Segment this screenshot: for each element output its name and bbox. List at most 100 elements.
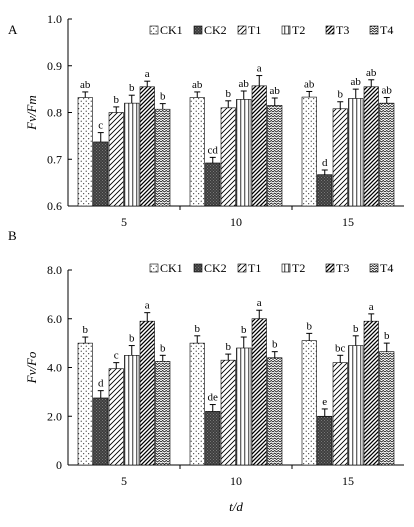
legend-swatch-t2 — [281, 263, 291, 273]
significance-letter: b — [272, 339, 278, 351]
bar-t3 — [139, 320, 155, 466]
legend-swatch-ck2 — [193, 263, 203, 273]
legend-swatch-ck1 — [149, 25, 159, 35]
significance-letter: ab — [270, 85, 281, 97]
panel-a: A0.60.70.80.91.0Fv/Fm5abcbbab10abcdbabaa… — [8, 12, 404, 229]
bar-t1 — [332, 108, 348, 207]
bar-t4 — [267, 357, 283, 466]
bar-ck2 — [205, 411, 221, 466]
bar-t1 — [108, 368, 124, 466]
bar-t2 — [348, 345, 364, 466]
bar-t4 — [379, 102, 395, 207]
legend-label-t4: T4 — [380, 23, 393, 37]
legend-label-ck1: CK1 — [160, 23, 183, 37]
x-tick-label: 5 — [121, 215, 127, 229]
significance-letter: a — [257, 63, 262, 75]
bar-ck2 — [93, 141, 109, 207]
significance-letter: ab — [192, 79, 203, 91]
legend-label-t3: T3 — [336, 261, 349, 275]
legend-label-t2: T2 — [292, 23, 305, 37]
significance-letter: de — [208, 392, 219, 404]
significance-letter: a — [257, 297, 262, 309]
bar-t2 — [124, 355, 140, 466]
panel-b: B02.04.06.08.0Fv/Fo5bdcbab10bdebbab15beb… — [8, 228, 404, 514]
legend-swatch-t3 — [325, 25, 335, 35]
y-axis-title: Fv/Fo — [24, 351, 39, 384]
significance-letter: e — [322, 396, 327, 408]
bar-t2 — [236, 99, 252, 207]
significance-letter: c — [98, 120, 103, 132]
bar-ck2 — [93, 397, 109, 466]
bar-t4 — [155, 108, 171, 207]
bar-t2 — [236, 347, 252, 466]
significance-letter: ab — [382, 85, 393, 97]
bar-t1 — [220, 359, 236, 466]
y-axis-title: Fv/Fm — [24, 95, 39, 131]
x-tick-label: 10 — [230, 474, 242, 488]
bar-t1 — [220, 107, 236, 207]
legend-label-t1: T1 — [248, 261, 261, 275]
legend-label-t3: T3 — [336, 23, 349, 37]
panel-label: B — [8, 228, 17, 243]
significance-letter: ab — [351, 76, 362, 88]
significance-letter: b — [384, 330, 390, 342]
significance-letter: b — [226, 341, 232, 353]
bar-ck1 — [77, 97, 93, 207]
x-tick-label: 15 — [342, 474, 354, 488]
bar-ck1 — [189, 342, 205, 466]
bar-ck2 — [205, 162, 221, 207]
y-tick-label: 0.7 — [47, 152, 62, 166]
x-axis-title: t/d — [229, 499, 243, 514]
legend-swatch-t4 — [369, 25, 379, 35]
significance-letter: bc — [335, 342, 346, 354]
significance-letter: b — [195, 323, 201, 335]
bar-ck1 — [301, 96, 317, 207]
legend-swatch-t4 — [369, 263, 379, 273]
bar-ck1 — [301, 340, 317, 466]
legend-swatch-t3 — [325, 263, 335, 273]
panel-label: A — [8, 22, 18, 37]
legend-swatch-t2 — [281, 25, 291, 35]
bar-ck1 — [189, 97, 205, 207]
bar-ck2 — [317, 174, 333, 207]
bar-t4 — [155, 361, 171, 466]
significance-letter: c — [114, 350, 119, 362]
x-tick-label: 15 — [342, 215, 354, 229]
significance-letter: b — [160, 91, 166, 103]
y-tick-label: 0.6 — [47, 199, 62, 213]
significance-letter: a — [369, 301, 374, 313]
bar-t2 — [124, 102, 140, 207]
legend-swatch-ck1 — [149, 263, 159, 273]
significance-letter: b — [241, 324, 247, 336]
significance-letter: b — [353, 323, 359, 335]
significance-letter: cd — [208, 144, 219, 156]
significance-letter: b — [114, 94, 120, 106]
bar-t3 — [363, 86, 379, 207]
significance-letter: a — [145, 68, 150, 80]
bar-t3 — [251, 318, 267, 466]
bar-t2 — [348, 98, 364, 207]
bar-t3 — [139, 86, 155, 207]
legend-label-ck2: CK2 — [204, 23, 227, 37]
legend-swatch-ck2 — [193, 25, 203, 35]
significance-letter: a — [145, 300, 150, 312]
y-tick-label: 0.9 — [47, 59, 62, 73]
legend-label-ck2: CK2 — [204, 261, 227, 275]
y-tick-label: 0.8 — [47, 106, 62, 120]
significance-letter: b — [83, 324, 89, 336]
significance-letter: ab — [80, 79, 91, 91]
significance-letter: b — [129, 333, 135, 345]
y-tick-label: 1.0 — [47, 12, 62, 26]
legend-label-ck1: CK1 — [160, 261, 183, 275]
y-tick-label: 2.0 — [47, 409, 62, 423]
significance-letter: ab — [239, 78, 250, 90]
bar-ck2 — [317, 415, 333, 466]
bar-t3 — [363, 320, 379, 466]
bar-ck1 — [77, 342, 93, 466]
x-tick-label: 10 — [230, 215, 242, 229]
bar-t3 — [251, 85, 267, 207]
y-tick-label: 8.0 — [47, 263, 62, 277]
bar-t4 — [267, 105, 283, 207]
significance-letter: d — [98, 378, 104, 390]
